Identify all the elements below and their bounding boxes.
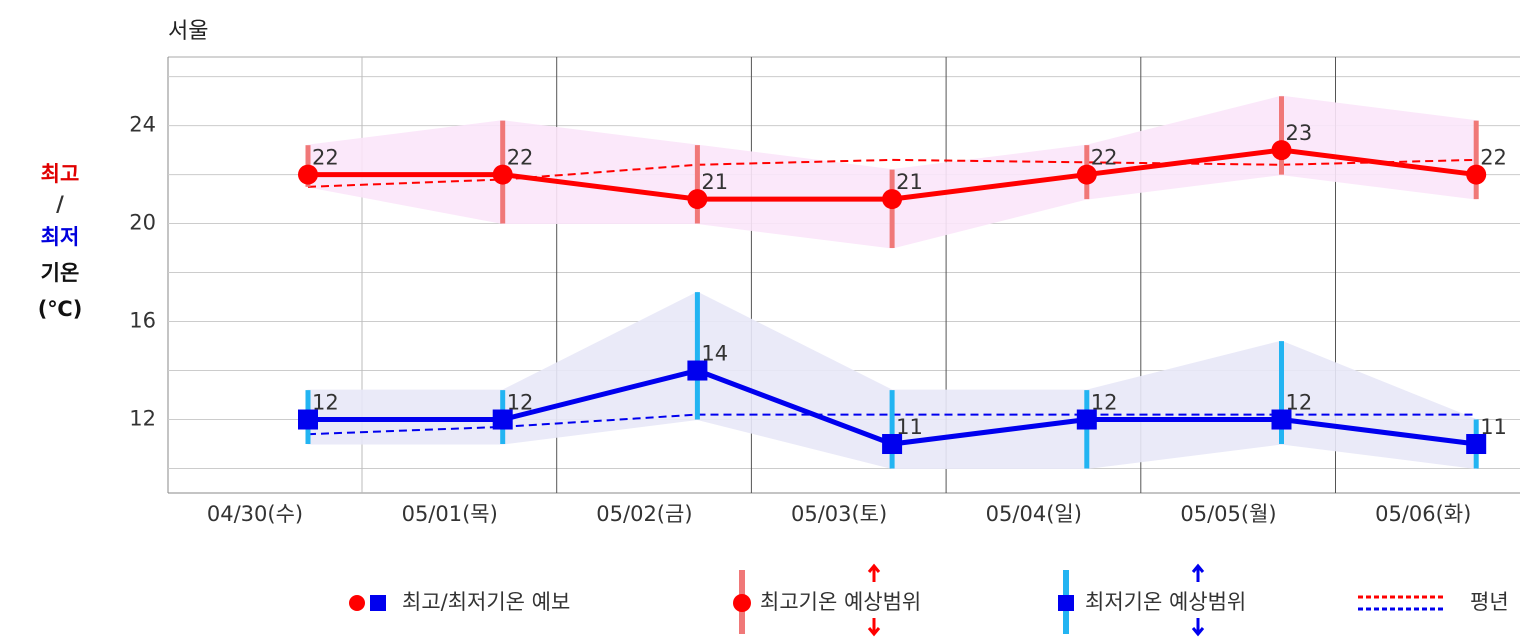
point bbox=[1271, 140, 1292, 161]
x-tick-label: 05/03(토) bbox=[791, 502, 887, 526]
point bbox=[687, 189, 708, 210]
data-label: 11 bbox=[1480, 415, 1507, 439]
point bbox=[1466, 434, 1487, 455]
legend-label: 최고기온 예상범위 bbox=[760, 590, 921, 614]
x-tick-label: 05/01(목) bbox=[402, 502, 498, 526]
data-label: 14 bbox=[701, 342, 728, 366]
point bbox=[492, 409, 513, 430]
x-tick-label: 05/04(일) bbox=[986, 502, 1082, 526]
legend-icon bbox=[1191, 563, 1205, 637]
y-label: 최저 bbox=[41, 225, 80, 249]
data-label: 12 bbox=[1286, 391, 1313, 415]
point bbox=[882, 434, 903, 455]
legend-icon bbox=[733, 594, 751, 612]
point bbox=[492, 164, 513, 185]
x-tick-label: 05/02(금) bbox=[596, 502, 692, 526]
legend-icon bbox=[349, 595, 365, 611]
y-label: (℃) bbox=[38, 297, 83, 321]
y-label: / bbox=[56, 192, 64, 216]
data-label: 22 bbox=[1091, 146, 1118, 170]
y-tick-label: 16 bbox=[129, 309, 156, 333]
y-tick-label: 20 bbox=[129, 211, 156, 235]
point bbox=[1076, 409, 1097, 430]
data-label: 21 bbox=[896, 170, 923, 194]
data-label: 22 bbox=[507, 146, 534, 170]
point bbox=[1466, 164, 1487, 185]
data-label: 22 bbox=[312, 146, 339, 170]
data-label: 23 bbox=[1286, 121, 1313, 145]
y-label: 기온 bbox=[41, 261, 80, 285]
point bbox=[1271, 409, 1292, 430]
y-label: 최고 bbox=[41, 162, 80, 186]
x-tick-label: 05/05(월) bbox=[1180, 502, 1276, 526]
chart-title: 서울 bbox=[168, 19, 208, 44]
y-tick-label: 12 bbox=[129, 407, 156, 431]
legend-icon bbox=[867, 563, 881, 637]
legend: 최고/최저기온 예보 최고기온 예상범위 최저기온 예상범위 평년 bbox=[349, 563, 1509, 637]
data-label: 22 bbox=[1480, 146, 1507, 170]
legend-icon bbox=[370, 595, 386, 611]
legend-label: 최저기온 예상범위 bbox=[1085, 590, 1246, 614]
point bbox=[687, 360, 708, 381]
data-label: 21 bbox=[701, 170, 728, 194]
x-tick-label: 04/30(수) bbox=[207, 502, 303, 526]
data-label: 11 bbox=[896, 415, 923, 439]
data-label: 12 bbox=[507, 391, 534, 415]
legend-icon bbox=[1058, 595, 1074, 611]
point bbox=[298, 164, 318, 185]
point bbox=[882, 189, 903, 210]
data-label: 12 bbox=[312, 391, 339, 415]
y-tick-label: 24 bbox=[129, 113, 156, 137]
x-tick-label: 05/06(화) bbox=[1375, 502, 1471, 526]
point bbox=[298, 409, 318, 430]
legend-label: 평년 bbox=[1470, 590, 1509, 614]
legend-label: 최고/최저기온 예보 bbox=[402, 590, 570, 614]
point bbox=[1076, 164, 1097, 185]
data-label: 12 bbox=[1091, 391, 1118, 415]
